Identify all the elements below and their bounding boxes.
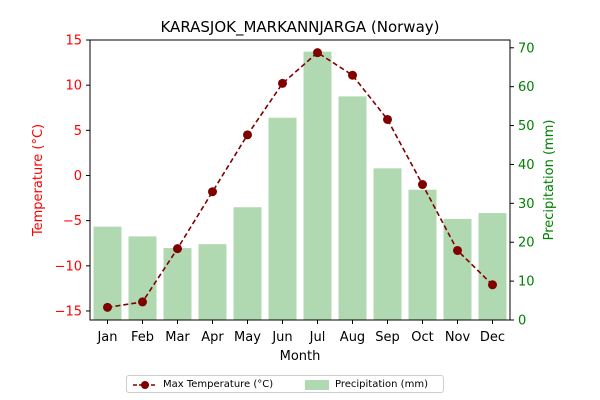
x-tick-label: Jul (309, 330, 326, 345)
legend-item-precipitation: Precipitation (mm) (305, 378, 441, 392)
precipitation-bar (198, 244, 227, 320)
x-tick-label: Jan (96, 330, 117, 345)
left-axis-ticks: −15 −10 −5 0 5 10 15 (55, 34, 90, 319)
temperature-point (173, 244, 182, 254)
x-axis-ticks: Jan Feb Mar Apr May Jun Jul Aug Sep Oct Nov Dec (96, 320, 505, 345)
chart-title: KARASJOK_MARKANNJARGA (Norway) (160, 18, 439, 37)
precipitation-bar (233, 207, 262, 320)
right-tick-label: 10 (518, 275, 535, 290)
x-tick-label: Feb (131, 330, 154, 345)
temperature-point (348, 70, 357, 80)
x-tick-label: Dec (480, 330, 505, 345)
legend-line-marker-icon (133, 381, 157, 389)
right-tick-label: 30 (518, 197, 535, 212)
temperature-point (383, 114, 392, 124)
left-tick-label: 5 (74, 124, 82, 139)
temperature-line-path (107, 51, 494, 309)
precipitation-bar (443, 218, 472, 320)
precipitation-bar (268, 117, 297, 321)
x-tick-label: Oct (411, 330, 433, 345)
temperature-point (103, 302, 112, 312)
left-tick-label: −10 (55, 259, 82, 274)
legend: Max Temperature (°C) Precipitation (mm) (126, 375, 444, 393)
left-tick-label: 15 (65, 34, 82, 49)
right-tick-label: 60 (518, 80, 535, 95)
right-tick-label: 0 (518, 314, 526, 329)
temperature-point (208, 187, 217, 197)
right-axis-ticks: 0 10 20 30 40 50 60 70 (510, 41, 535, 329)
precipitation-bar (128, 236, 157, 320)
plot-frame (89, 39, 511, 321)
legend-item-temperature: Max Temperature (°C) (133, 378, 303, 392)
left-axis-label: Temperature (°C) (31, 124, 46, 237)
x-tick-label: Mar (165, 330, 190, 345)
precipitation-bars (93, 51, 507, 321)
x-tick-label: Jun (271, 330, 292, 345)
precipitation-bar (163, 248, 192, 320)
left-tick-label: 0 (74, 169, 82, 184)
right-tick-label: 20 (518, 236, 535, 251)
temperature-point (488, 280, 497, 290)
x-tick-label: Aug (340, 330, 365, 345)
left-tick-label: 10 (65, 79, 82, 94)
x-tick-label: May (234, 330, 261, 345)
temperature-point (138, 297, 147, 307)
temperature-point (313, 48, 322, 58)
temperature-point (278, 78, 287, 88)
right-tick-label: 50 (518, 119, 535, 134)
left-tick-label: −15 (55, 304, 82, 319)
temperature-point (453, 245, 462, 255)
right-axis-label: Precipitation (mm) (542, 120, 557, 241)
x-tick-label: Sep (375, 330, 400, 345)
precipitation-bar (373, 168, 402, 320)
legend-label-precipitation: Precipitation (mm) (335, 379, 428, 390)
precipitation-bar (338, 96, 367, 320)
legend-bar-swatch-icon (305, 380, 329, 390)
legend-label-temperature: Max Temperature (°C) (163, 379, 274, 390)
x-tick-label: Apr (201, 330, 224, 345)
precipitation-bar (303, 51, 332, 321)
temperature-point (418, 180, 427, 190)
temperature-line (103, 48, 497, 312)
right-tick-label: 70 (518, 41, 535, 56)
x-axis-label: Month (280, 349, 321, 364)
right-tick-label: 40 (518, 158, 535, 173)
x-tick-label: Nov (445, 330, 471, 345)
precipitation-bar (478, 213, 507, 320)
temperature-point (243, 130, 252, 140)
left-tick-label: −5 (63, 214, 82, 229)
precipitation-bar (408, 189, 437, 320)
